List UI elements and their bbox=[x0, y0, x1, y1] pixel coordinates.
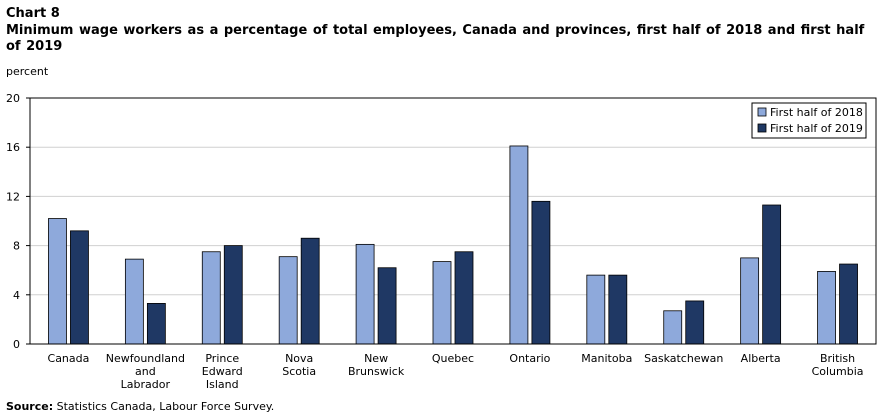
x-tick-label-line: Canada bbox=[48, 352, 90, 365]
bar bbox=[685, 300, 705, 345]
legend: First half of 2018 First half of 2019 bbox=[751, 102, 867, 139]
x-tick-label: Alberta bbox=[741, 352, 781, 365]
x-tick-label-line: Newfoundland bbox=[106, 352, 185, 365]
y-axis-unit: percent bbox=[6, 65, 49, 78]
x-tick-label: Ontario bbox=[509, 352, 550, 365]
bar bbox=[48, 218, 67, 345]
x-axis-ticks: Canada Newfoundland and Labrador Prince Edwar… bbox=[48, 352, 864, 391]
source-note: Source: Statistics Canada, Labour Force … bbox=[6, 400, 274, 413]
y-tick-label: 4 bbox=[13, 289, 20, 302]
legend-box bbox=[751, 102, 867, 139]
bar bbox=[124, 258, 144, 345]
bars bbox=[48, 145, 858, 345]
bar bbox=[70, 230, 89, 345]
source-text: Statistics Canada, Labour Force Survey. bbox=[56, 400, 275, 413]
bar bbox=[586, 274, 606, 345]
x-tick-label-line: Ontario bbox=[509, 352, 550, 365]
bar bbox=[223, 245, 243, 345]
x-tick-label-line: Scotia bbox=[282, 365, 316, 378]
x-tick-label: Nova Scotia bbox=[282, 352, 316, 378]
legend-label: First half of 2019 bbox=[770, 122, 863, 135]
bar bbox=[839, 263, 858, 345]
x-tick-label-line: British bbox=[820, 352, 855, 365]
legend-label: First half of 2018 bbox=[770, 106, 863, 119]
x-tick-label-line: Alberta bbox=[741, 352, 781, 365]
chart-label: Chart 8 bbox=[6, 6, 60, 21]
bar bbox=[817, 271, 836, 345]
gridlines bbox=[30, 146, 876, 296]
x-tick-label-line: and bbox=[135, 365, 156, 378]
bar bbox=[608, 274, 628, 345]
x-tick-label: Canada bbox=[48, 352, 90, 365]
bar bbox=[201, 251, 221, 345]
bar bbox=[454, 251, 474, 345]
x-tick-label-line: New bbox=[364, 352, 388, 365]
x-tick-label-line: Manitoba bbox=[581, 352, 632, 365]
x-tick-label: Saskatchewan bbox=[644, 352, 723, 365]
x-tick-label-line: Quebec bbox=[432, 352, 474, 365]
y-tick-label: 0 bbox=[13, 338, 20, 351]
bar bbox=[663, 310, 683, 345]
x-tick-label: Newfoundland and Labrador bbox=[106, 352, 185, 391]
x-tick-label-line: Brunswick bbox=[348, 365, 405, 378]
legend-swatch bbox=[757, 107, 767, 117]
legend-swatch bbox=[757, 123, 767, 133]
x-tick-label-line: Edward bbox=[202, 365, 243, 378]
bar bbox=[377, 267, 397, 345]
plot-frame bbox=[29, 97, 877, 345]
y-axis-ticks: 0 4 8 12 16 20 bbox=[6, 92, 30, 351]
bar bbox=[278, 256, 298, 345]
x-tick-label-line: Nova bbox=[285, 352, 313, 365]
x-tick-label-line: Island bbox=[206, 378, 239, 391]
bar bbox=[740, 257, 760, 345]
source-label: Source: bbox=[6, 400, 54, 413]
y-tick-label: 20 bbox=[6, 92, 20, 105]
y-tick-label: 16 bbox=[6, 141, 20, 154]
x-tick-label: Manitoba bbox=[581, 352, 632, 365]
x-tick-label-line: Prince bbox=[205, 352, 239, 365]
bar bbox=[355, 243, 375, 345]
x-tick-label: Quebec bbox=[432, 352, 474, 365]
bar bbox=[300, 237, 320, 345]
x-tick-label: New Brunswick bbox=[348, 352, 405, 378]
x-tick-label-line: Saskatchewan bbox=[644, 352, 723, 365]
chart-title: Minimum wage workers as a percentage of … bbox=[6, 23, 865, 54]
y-tick-label: 12 bbox=[6, 190, 20, 203]
x-tick-label: British Columbia bbox=[812, 352, 864, 378]
bar bbox=[762, 204, 782, 345]
bar bbox=[531, 200, 551, 345]
bar bbox=[509, 145, 529, 345]
bar bbox=[146, 303, 166, 345]
x-tick-label: Prince Edward Island bbox=[202, 352, 243, 391]
x-tick-label-line: Columbia bbox=[812, 365, 864, 378]
y-tick-label: 8 bbox=[13, 240, 20, 253]
bar bbox=[432, 261, 452, 345]
x-tick-label-line: Labrador bbox=[121, 378, 171, 391]
